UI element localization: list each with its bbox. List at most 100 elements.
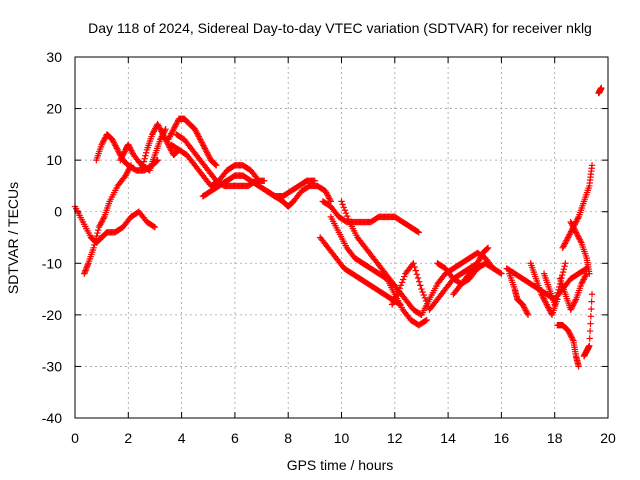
data-point <box>598 84 605 92</box>
data-point <box>149 131 156 138</box>
data-point <box>540 295 547 302</box>
data-point <box>111 140 118 148</box>
data-point <box>559 244 566 252</box>
data-point <box>126 144 134 151</box>
data-point <box>577 237 584 245</box>
y-tick-labels: 30 20 10 0 -10 -20 -30 -40 <box>42 49 62 426</box>
data-point <box>150 128 158 135</box>
data-point <box>92 235 100 243</box>
data-point <box>123 169 131 176</box>
data-point <box>323 189 330 196</box>
data-point <box>569 221 576 229</box>
y-tick-label: -30 <box>42 358 62 374</box>
data-point <box>544 302 551 310</box>
data-point <box>161 134 168 141</box>
data-point <box>474 260 481 267</box>
x-tick-label: 2 <box>124 430 132 446</box>
data-point <box>392 293 400 301</box>
data-point <box>568 305 575 312</box>
x-tick-label: 16 <box>494 430 510 446</box>
data-point <box>120 149 128 156</box>
y-tick-label: 30 <box>46 49 62 65</box>
data-point <box>398 279 406 286</box>
data-point <box>582 271 590 279</box>
x-tick-label: 18 <box>547 430 563 446</box>
data-point <box>575 235 583 242</box>
data-point <box>567 306 574 313</box>
data-point <box>580 276 587 283</box>
data-point <box>554 289 561 296</box>
data-point <box>170 126 177 133</box>
data-point <box>211 160 218 168</box>
data-point <box>397 282 405 289</box>
series-track-y <box>567 218 593 277</box>
data-point <box>417 282 424 289</box>
data-point <box>151 126 158 134</box>
data-point <box>167 131 174 139</box>
y-tick-label: 10 <box>46 152 62 168</box>
data-point <box>399 276 407 283</box>
data-point <box>541 298 549 305</box>
data-point <box>572 297 579 305</box>
data-point <box>164 139 171 147</box>
data-point <box>562 260 569 267</box>
data-point <box>543 301 550 308</box>
data-point <box>326 195 333 202</box>
data-point <box>150 223 158 230</box>
series-track-r <box>450 244 492 298</box>
x-tick-label: 20 <box>600 430 616 446</box>
data-point <box>565 232 572 240</box>
x-tick-label: 8 <box>284 430 292 446</box>
data-point <box>423 316 430 324</box>
x-tick-label: 6 <box>231 430 239 446</box>
data-point <box>571 299 578 306</box>
data-point <box>125 141 132 148</box>
data-point <box>562 238 569 246</box>
data-point <box>154 120 161 128</box>
data-point <box>99 216 106 224</box>
data-point <box>139 164 146 171</box>
data-point <box>125 142 133 150</box>
series-track-m <box>316 234 404 308</box>
data-point <box>520 302 527 310</box>
data-point <box>127 145 134 153</box>
data-point <box>420 291 427 299</box>
series-track-t <box>527 260 561 319</box>
data-marks <box>71 84 605 370</box>
y-axis-label: SDTVAR / TECUs <box>5 182 21 294</box>
data-point <box>142 152 149 159</box>
plot-frame <box>74 56 609 419</box>
data-point <box>553 292 561 299</box>
data-point <box>478 252 485 260</box>
data-point <box>119 152 126 159</box>
data-point <box>572 227 579 235</box>
data-point <box>156 125 164 132</box>
data-point <box>157 136 164 143</box>
data-point <box>261 177 268 184</box>
data-point <box>539 293 547 301</box>
data-point <box>120 151 127 158</box>
data-point <box>326 196 334 204</box>
data-point <box>195 133 202 140</box>
x-tick-label: 10 <box>334 430 350 446</box>
data-point <box>567 333 575 340</box>
data-point <box>587 320 594 327</box>
data-point <box>159 131 167 138</box>
data-point <box>410 260 417 267</box>
series-track-k <box>319 198 422 236</box>
data-point <box>579 277 587 285</box>
data-point <box>524 311 532 319</box>
series-track-n <box>338 198 425 319</box>
data-point <box>497 269 504 277</box>
data-point <box>474 258 482 266</box>
data-point <box>561 263 568 270</box>
data-point <box>96 222 103 229</box>
data-point <box>394 291 401 298</box>
data-point <box>524 310 531 317</box>
data-point <box>173 120 180 127</box>
data-point <box>342 209 350 217</box>
data-point <box>564 234 572 241</box>
data-point <box>395 300 403 308</box>
data-point <box>538 291 545 298</box>
data-point <box>192 127 199 134</box>
